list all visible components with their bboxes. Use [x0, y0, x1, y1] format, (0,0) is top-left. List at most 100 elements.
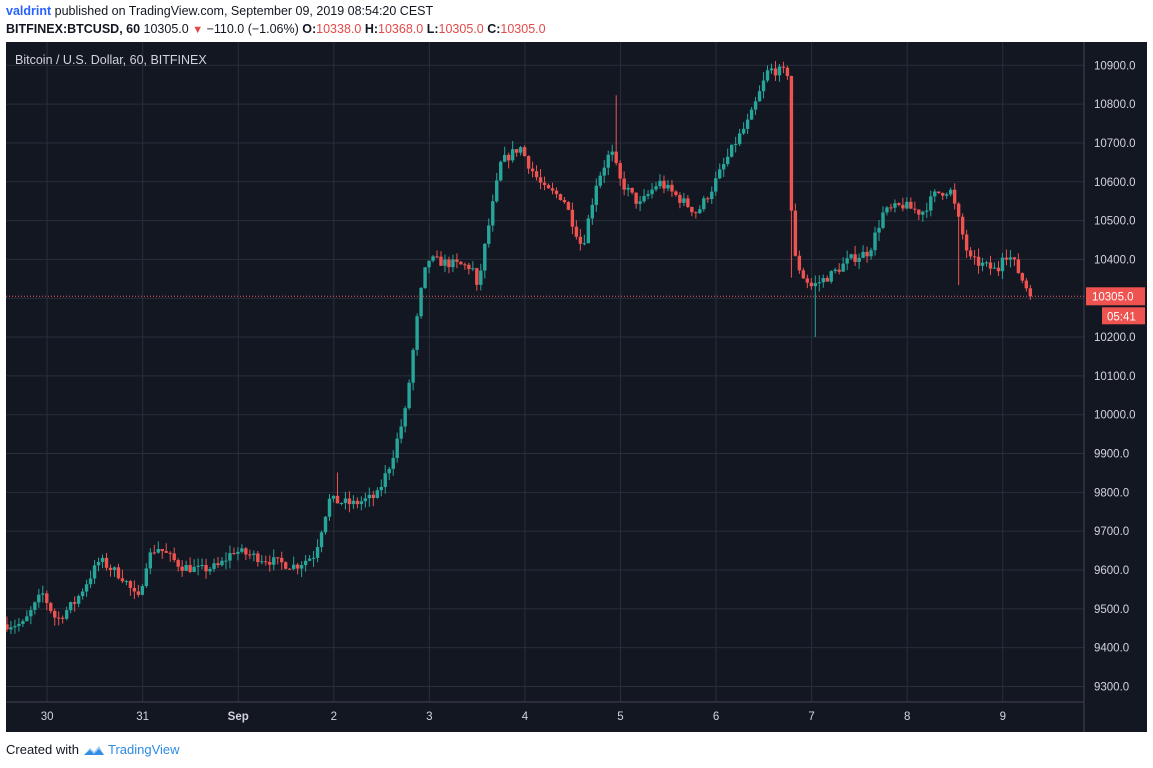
- candle-body: [765, 70, 770, 81]
- candle-body: [423, 267, 427, 288]
- candle-body: [455, 259, 459, 262]
- symbol-label: BITFINEX:BTCUSD, 60: [6, 22, 141, 36]
- candle-body: [602, 167, 606, 176]
- candle-body: [682, 198, 686, 203]
- x-tick-label: 6: [713, 711, 719, 723]
- candle-body: [1020, 273, 1025, 281]
- candle-body: [578, 236, 583, 244]
- candle-body: [518, 147, 523, 153]
- y-tick-label: 9700.0: [1094, 526, 1129, 538]
- candle-body: [845, 258, 849, 264]
- ohlc-line: BITFINEX:BTCUSD, 60 10305.0 ▼ −110.0 (−1…: [6, 22, 546, 36]
- candle-body: [295, 564, 300, 569]
- footer: Created with TradingView: [6, 742, 180, 757]
- candle-body: [849, 254, 853, 259]
- down-arrow-icon: ▼: [192, 24, 204, 36]
- tradingview-brand[interactable]: TradingView: [107, 742, 180, 757]
- candle-body: [283, 562, 288, 569]
- candle-body: [41, 593, 45, 595]
- candle-body: [327, 498, 332, 517]
- candle-body: [256, 553, 260, 562]
- candle-body: [897, 203, 901, 205]
- candle-body: [363, 498, 368, 502]
- candle-body: [152, 552, 156, 554]
- candle-body: [650, 189, 654, 195]
- candle-body: [674, 191, 678, 196]
- candle-body: [610, 151, 614, 155]
- candle-body: [299, 565, 304, 569]
- candle-body: [252, 553, 256, 555]
- created-with-text: Created with: [6, 742, 79, 757]
- candle-body: [272, 557, 276, 565]
- candle-body: [331, 495, 336, 499]
- candle-body: [379, 486, 383, 491]
- candle-body: [841, 263, 845, 272]
- candle-body: [881, 212, 885, 228]
- candle-body: [992, 267, 997, 269]
- last-price-tag: [1086, 287, 1145, 306]
- x-tick-label: Sep: [228, 711, 249, 723]
- published-text: published on TradingView.com, September …: [54, 4, 434, 18]
- x-tick-label: 31: [136, 711, 149, 723]
- candle-body: [510, 149, 515, 161]
- candle-body: [1008, 257, 1013, 260]
- y-tick-label: 10900.0: [1094, 60, 1136, 72]
- candle-body: [355, 500, 360, 505]
- candle-body: [124, 581, 129, 583]
- y-tick-label: 10500.0: [1094, 216, 1136, 228]
- candle-body: [403, 408, 407, 427]
- candle-body: [112, 567, 117, 570]
- candle-body: [343, 498, 348, 504]
- candle-body: [407, 382, 411, 409]
- candle-body: [614, 151, 618, 164]
- candle-body: [630, 187, 634, 193]
- candle-body: [459, 261, 463, 265]
- candle-body: [419, 287, 423, 317]
- candle-body: [901, 204, 905, 209]
- candle-body: [45, 593, 49, 604]
- y-tick-label: 10000.0: [1094, 410, 1136, 422]
- candle-body: [491, 201, 495, 226]
- last-price: 10305.0: [143, 22, 189, 36]
- candle-body: [248, 554, 252, 556]
- candle-body: [220, 560, 224, 566]
- x-tick-label: 2: [331, 711, 337, 723]
- candle-body: [781, 66, 786, 68]
- candle-body: [132, 587, 137, 592]
- candle-body: [347, 498, 352, 505]
- open-label: O:: [302, 22, 317, 36]
- x-tick-label: 30: [41, 711, 54, 723]
- candle-body: [869, 250, 873, 257]
- candle-body: [128, 581, 133, 588]
- author-link[interactable]: valdrint: [6, 4, 52, 18]
- candle-body: [960, 216, 965, 235]
- candle-body: [698, 209, 702, 214]
- price-chart[interactable]: 10900.0 10800.0 10700.0 10600.0 10500.0 10400…: [6, 42, 1147, 732]
- candle-body: [13, 626, 17, 628]
- candle-body: [196, 565, 200, 567]
- candle-body: [909, 201, 913, 209]
- candle-body: [208, 568, 212, 572]
- candle-body: [108, 567, 113, 570]
- candle-body: [857, 257, 861, 262]
- candle-body: [144, 568, 149, 587]
- candle-body: [937, 191, 941, 193]
- candle-body: [116, 567, 121, 579]
- candle-body: [479, 270, 483, 285]
- price-axis-panel: [1084, 42, 1147, 732]
- candle-body: [972, 256, 977, 258]
- candle-body: [861, 251, 865, 258]
- candle-body: [276, 557, 280, 559]
- candle-body: [817, 282, 821, 284]
- candle-body: [61, 617, 65, 619]
- candle-body: [140, 586, 145, 595]
- candle-body: [176, 560, 180, 567]
- candle-body: [694, 212, 698, 214]
- candle-body: [244, 548, 248, 555]
- y-tick-label: 9600.0: [1094, 565, 1129, 577]
- candle-body: [921, 211, 925, 215]
- candle-body: [805, 278, 810, 283]
- candle-body: [773, 68, 778, 76]
- candle-body: [495, 180, 499, 202]
- candle-body: [236, 551, 240, 554]
